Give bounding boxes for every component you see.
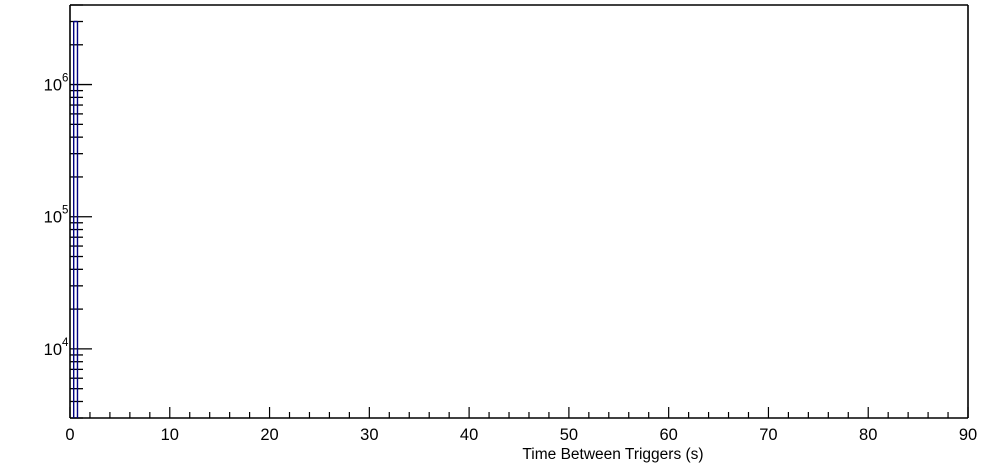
x-axis-tick-labels: 0 10 20 30 40 50 60 70 80 90 [65,426,977,444]
x-tick-label: 0 [65,426,74,444]
y-tick-label: 10 5 [44,205,69,227]
svg-text:10: 10 [44,77,62,95]
x-axis-ticks [69,407,969,418]
x-tick-label: 20 [260,426,278,444]
y-tick-label: 10 6 [44,73,69,95]
x-axis-title: Time Between Triggers (s) [522,446,703,463]
svg-text:4: 4 [62,337,69,349]
x-tick-label: 50 [560,426,578,444]
x-tick-label: 90 [959,426,977,444]
svg-text:5: 5 [62,205,68,217]
histogram-bars [72,20,79,418]
x-tick-label: 30 [360,426,378,444]
y-axis-ticks [70,4,92,419]
x-tick-label: 60 [659,426,677,444]
svg-text:10: 10 [44,209,62,227]
histogram-bar [72,20,79,418]
x-tick-label: 40 [460,426,478,444]
plot-frame [69,4,969,419]
x-tick-label: 80 [859,426,877,444]
x-tick-label: 10 [161,426,179,444]
svg-text:10: 10 [44,341,62,359]
svg-text:6: 6 [62,73,68,85]
x-tick-label: 70 [759,426,777,444]
y-tick-label: 10 4 [44,337,69,359]
